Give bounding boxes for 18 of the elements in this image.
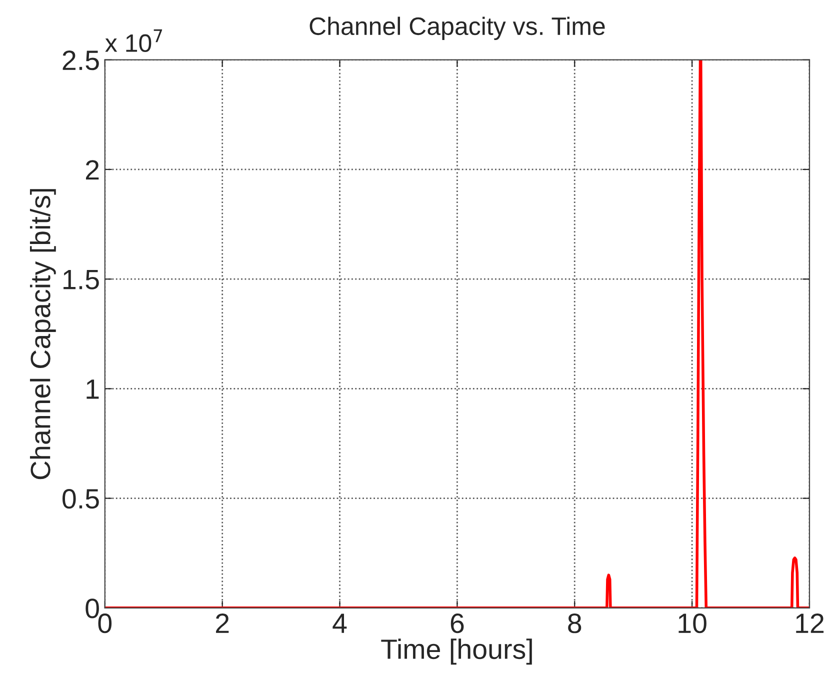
y-tick-label: 1.5 [64,270,99,290]
y-tick-label: 1 [86,380,99,399]
x-axis-title: Time [hours] [381,638,532,665]
x-tick-label: 4 [332,614,347,633]
x-tick-label: 10 [678,614,706,634]
line-series [104,60,810,608]
y-tick-label: 2 [86,160,99,180]
x-tick-label: 8 [568,614,582,634]
y-tick-label: 2.5 [62,50,99,70]
y-axis-title: Channel Capacity [bit/s] [30,189,56,480]
x-tick-label: 0 [98,614,112,634]
text: x 10$^{7}$ [105,29,162,52]
chart-title: Channel Capacity vs. Time [310,16,605,40]
y-tick-label: 0 [86,598,99,618]
x-tick-label: 2 [216,614,229,633]
x-tick-label: 6 [450,614,464,634]
y-tick-label: 0.5 [62,488,99,509]
x-tick-label: 12 [796,614,824,633]
